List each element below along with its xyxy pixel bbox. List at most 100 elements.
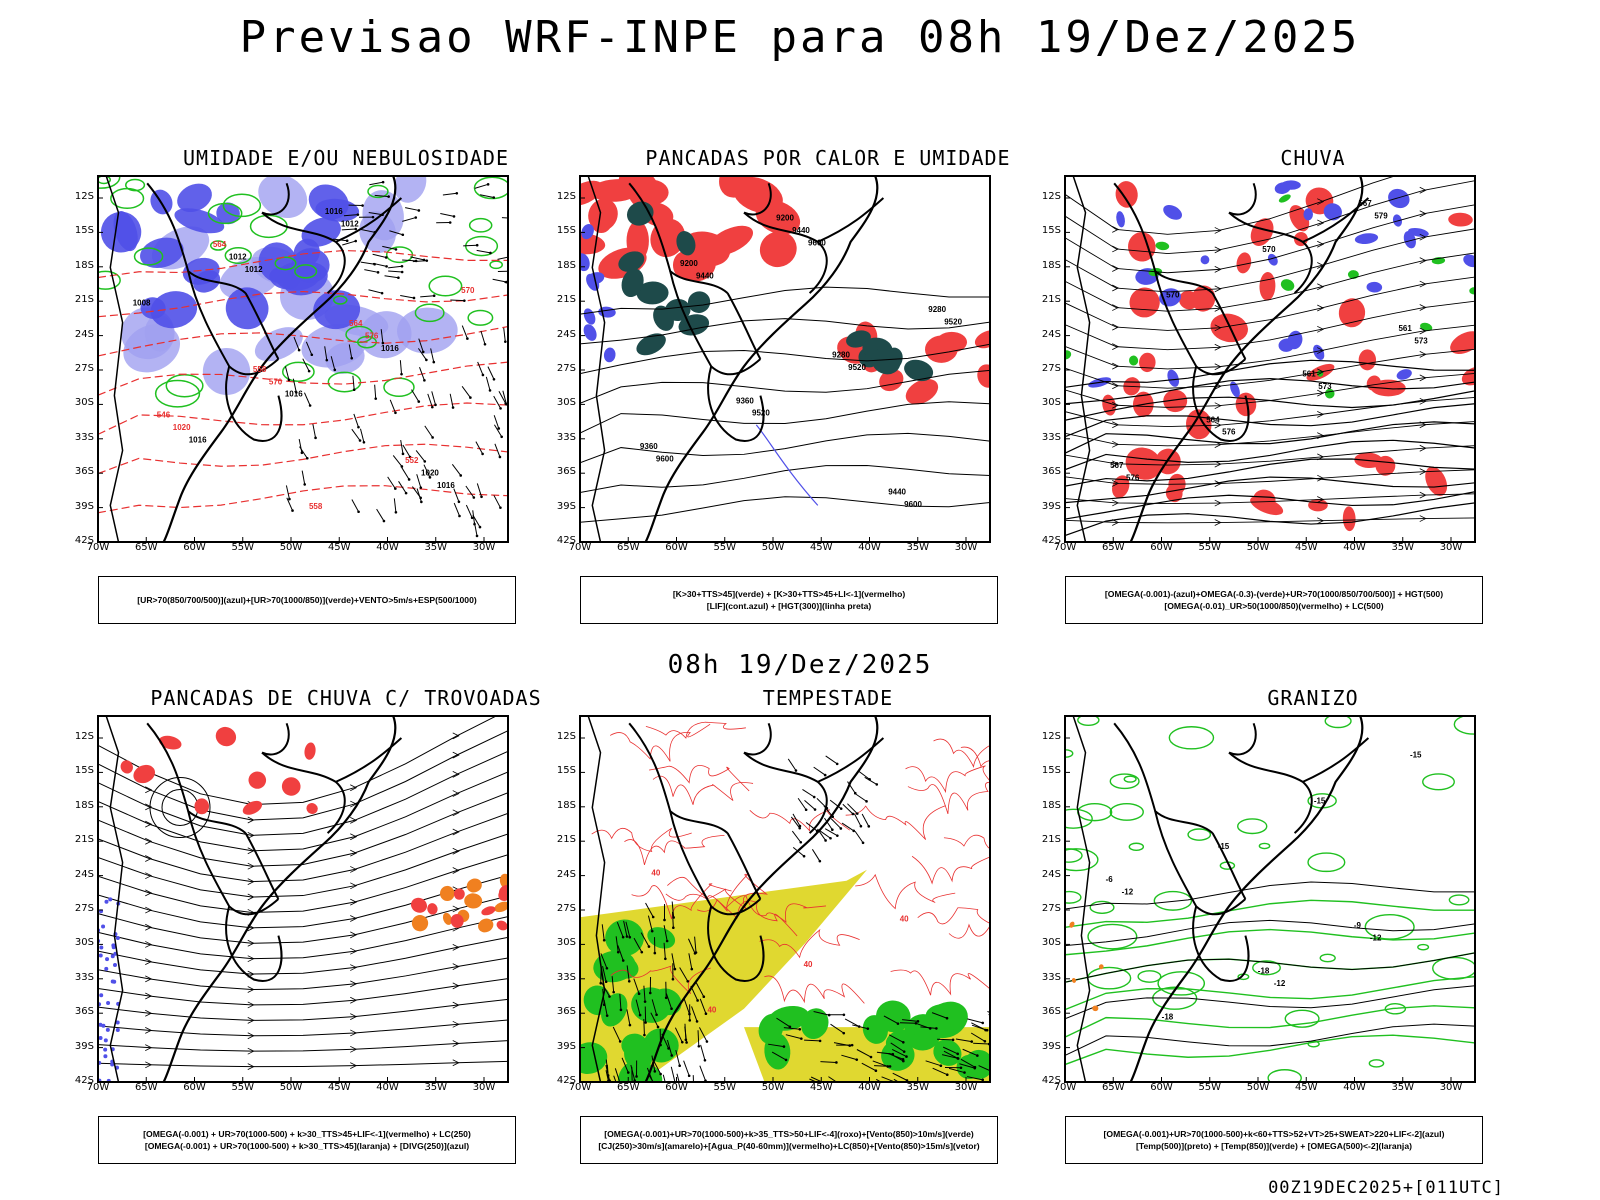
lon-tick-label: 70W xyxy=(1053,542,1077,553)
wind-vector-head xyxy=(488,389,492,392)
wind-vector xyxy=(804,1039,821,1042)
wind-vector xyxy=(343,214,358,217)
streamline-arrow xyxy=(1317,304,1325,312)
lon-tick-label: 55W xyxy=(231,542,255,553)
wind-vector-head xyxy=(451,406,455,409)
contour-label: 561 xyxy=(1398,324,1412,333)
streamline-850 xyxy=(917,907,990,925)
divergence-dot xyxy=(103,1038,108,1043)
streamline-arrow xyxy=(1214,402,1222,410)
legend-line: [OMEGA(-0.001)-(azul)+OMEGA(-0.3)-(verde… xyxy=(1104,589,1444,599)
wind-vector-head xyxy=(361,204,364,207)
omega-blue-area xyxy=(1278,338,1295,352)
wind-vector-head xyxy=(855,812,859,815)
streamline-arrow xyxy=(247,955,255,963)
wind-vector xyxy=(503,327,506,342)
wind-vector xyxy=(630,1064,636,1081)
wind-vector xyxy=(617,945,624,961)
legend-line: [OMEGA(-0.01)_UR>50(1000/850)(vermelho) … xyxy=(1164,601,1384,611)
storm-red-area xyxy=(215,726,237,747)
wind-vector xyxy=(392,455,403,467)
wind-vector-head xyxy=(638,1013,642,1017)
wind-vector xyxy=(384,275,399,279)
streamline-arrow xyxy=(247,847,255,855)
wind-vector-head xyxy=(481,452,484,456)
wind-vector xyxy=(647,915,653,932)
streamline-850 xyxy=(911,855,990,885)
streamline-arrow xyxy=(1214,227,1222,234)
temp-850-contour xyxy=(1368,1059,1385,1068)
contour-label: 40 xyxy=(804,960,813,969)
temp-500-contour xyxy=(1065,1023,1475,1056)
contour-label: 1016 xyxy=(437,481,455,490)
lat-tick-label: 12S xyxy=(556,191,576,202)
contour-label: 9440 xyxy=(696,272,714,281)
wind-vector xyxy=(461,386,471,398)
wind-vector-head xyxy=(659,1072,662,1076)
wind-vector-head xyxy=(818,1039,822,1043)
temp-850-contour xyxy=(1237,818,1268,835)
wind-vector-head xyxy=(455,191,459,195)
wind-vector-head xyxy=(784,1058,788,1062)
storm-orange-area xyxy=(466,878,482,893)
streamline-arrow xyxy=(1317,219,1325,227)
country-border xyxy=(1155,271,1245,374)
run-timestamp: 00Z19DEC2025+[011UTC] xyxy=(1268,1178,1504,1198)
coastline xyxy=(646,176,878,542)
streamline-850 xyxy=(725,895,827,923)
storm-red-area xyxy=(410,897,427,913)
streamline xyxy=(1065,469,1475,485)
wind-vector xyxy=(842,803,854,815)
wind-vector xyxy=(683,998,690,1015)
wind-850-green-area xyxy=(801,1008,829,1040)
wind-vector-head xyxy=(670,1007,673,1011)
wind-vector-head xyxy=(981,1021,985,1025)
contour-label: 564 xyxy=(1206,415,1220,424)
streamline-arrow xyxy=(452,790,460,797)
wind-vector-head xyxy=(608,995,611,998)
streamline-arrow xyxy=(452,828,460,836)
streamline-arrow xyxy=(1317,240,1325,248)
wind-vector-head xyxy=(478,525,482,529)
country-border xyxy=(1114,723,1212,833)
streamline-arrow xyxy=(247,816,255,824)
wind-vector xyxy=(858,770,870,780)
humidity-green-contour xyxy=(98,176,121,189)
wind-vector xyxy=(626,1009,631,1026)
contour-label: 579 xyxy=(1374,212,1388,221)
wind-vector xyxy=(683,1060,690,1076)
wind-vector xyxy=(978,1065,990,1072)
wind-vector-head xyxy=(492,196,496,199)
wind-vector xyxy=(368,211,383,216)
wind-vector xyxy=(830,1023,845,1034)
storm-orange-area xyxy=(439,885,455,902)
wind-850-green-area xyxy=(964,1049,990,1079)
lat-tick-label: 42S xyxy=(556,535,576,546)
andes-border xyxy=(1073,176,1089,542)
country-border xyxy=(246,293,279,359)
wind-vector-head xyxy=(628,935,632,939)
lat-tick-label: 15S xyxy=(74,225,94,237)
wind-vector xyxy=(424,425,434,438)
divergence-dot xyxy=(108,897,113,902)
country-border xyxy=(262,213,345,294)
streamline xyxy=(1065,348,1475,389)
humidity-green-contour xyxy=(224,247,252,265)
temp-850-contour xyxy=(1109,803,1144,821)
wind-vector-head xyxy=(824,839,827,842)
wind-vector-head xyxy=(648,991,652,995)
streamline-arrow xyxy=(350,866,358,873)
contour-label: 40 xyxy=(707,1006,716,1015)
temp-500-contour xyxy=(1065,985,1475,1020)
streamline-arrow xyxy=(1419,233,1427,241)
thickness-contour xyxy=(98,361,508,396)
wind-vector xyxy=(925,1060,942,1067)
streamline-arrow xyxy=(1317,517,1325,525)
lon-tick-label: 35W xyxy=(1391,1082,1415,1093)
wind-vector xyxy=(351,499,360,512)
andes-border xyxy=(588,176,604,542)
wind-vector xyxy=(465,504,473,519)
wind-vector-head xyxy=(973,1066,977,1070)
humidity-blue-area xyxy=(113,211,138,252)
map-plot: -12 -12 -12 -15 -15 -15 -18 -18 -9 -6 xyxy=(1064,715,1476,1083)
